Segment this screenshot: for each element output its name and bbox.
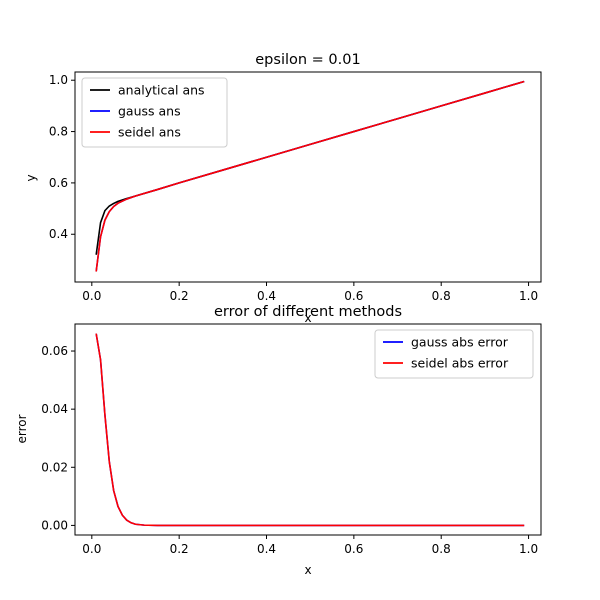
subplot-2-ytick-label: 0.06 — [41, 344, 68, 358]
subplot-1-legend: analytical ans gauss ans seidel ans — [81, 77, 228, 148]
subplot-2-xlabel: x — [304, 563, 311, 577]
subplot-1-ticks: 0.0 0.2 0.4 0.6 0.8 1.0 0.4 0.6 0.8 1.0 — [49, 73, 538, 303]
subplot-1: epsilon = 0.01 x y 0.0 0.2 0.4 0.6 0.8 1.0 0.4… — [24, 52, 542, 325]
subplot-2-xtick-label: 0.4 — [257, 542, 276, 556]
subplot-2-plot-area — [95, 333, 525, 527]
subplot-2-xtick-label: 0.6 — [344, 542, 363, 556]
subplot-1-ytick-label: 0.8 — [49, 125, 68, 139]
subplot-1-ytick-label: 0.6 — [49, 176, 68, 190]
subplot-2-legend-label: gauss abs error — [411, 335, 509, 350]
subplot-2: error of different methods x error 0.0 0.… — [15, 304, 542, 577]
subplot-1-ytick-label: 1.0 — [49, 73, 68, 87]
subplot-1-legend-box — [81, 77, 228, 148]
subplot-2-ylabel: error — [15, 414, 29, 443]
subplot-1-frame — [74, 71, 542, 283]
subplot-1-xtick-label: 1.0 — [519, 289, 538, 303]
subplot-2-xtick-label: 0.8 — [432, 542, 451, 556]
subplot-1-series-seidel-ans — [95, 80, 525, 272]
subplot-1-plot-area — [95, 80, 525, 272]
subplot-2-xtick-label: 0.0 — [82, 542, 101, 556]
subplot-1-xtick-label: 0.8 — [432, 289, 451, 303]
subplot-2-frame — [74, 323, 542, 536]
subplot-2-title: error of different methods — [214, 304, 402, 320]
subplot-2-xtick-label: 0.2 — [170, 542, 189, 556]
subplot-2-legend: gauss abs error seidel abs error — [374, 329, 534, 379]
subplot-1-legend-label: analytical ans — [118, 83, 205, 98]
subplot-2-series-seidel-abs-error — [95, 333, 525, 527]
subplot-2-legend-box — [374, 329, 534, 379]
subplot-2-legend-label: seidel abs error — [411, 356, 509, 371]
subplot-1-title: epsilon = 0.01 — [255, 52, 360, 68]
subplot-1-ytick-label: 0.4 — [49, 227, 68, 241]
subplot-2-ytick-label: 0.00 — [41, 518, 68, 532]
subplot-2-ytick-label: 0.04 — [41, 402, 68, 416]
subplot-1-xtick-label: 0.0 — [82, 289, 101, 303]
subplot-2-ytick-label: 0.02 — [41, 460, 68, 474]
subplot-1-xtick-label: 0.6 — [344, 289, 363, 303]
subplot-1-xtick-label: 0.4 — [257, 289, 276, 303]
subplot-1-legend-label: seidel ans — [118, 125, 181, 140]
subplot-1-xlabel: x — [304, 311, 311, 325]
subplot-2-ticks: 0.0 0.2 0.4 0.6 0.8 1.0 0.00 0.02 0.04 0.06 — [41, 344, 538, 556]
subplot-2-xtick-label: 1.0 — [519, 542, 538, 556]
subplot-1-legend-label: gauss ans — [118, 104, 181, 119]
subplot-1-ylabel: y — [24, 174, 38, 181]
subplot-1-xtick-label: 0.2 — [170, 289, 189, 303]
